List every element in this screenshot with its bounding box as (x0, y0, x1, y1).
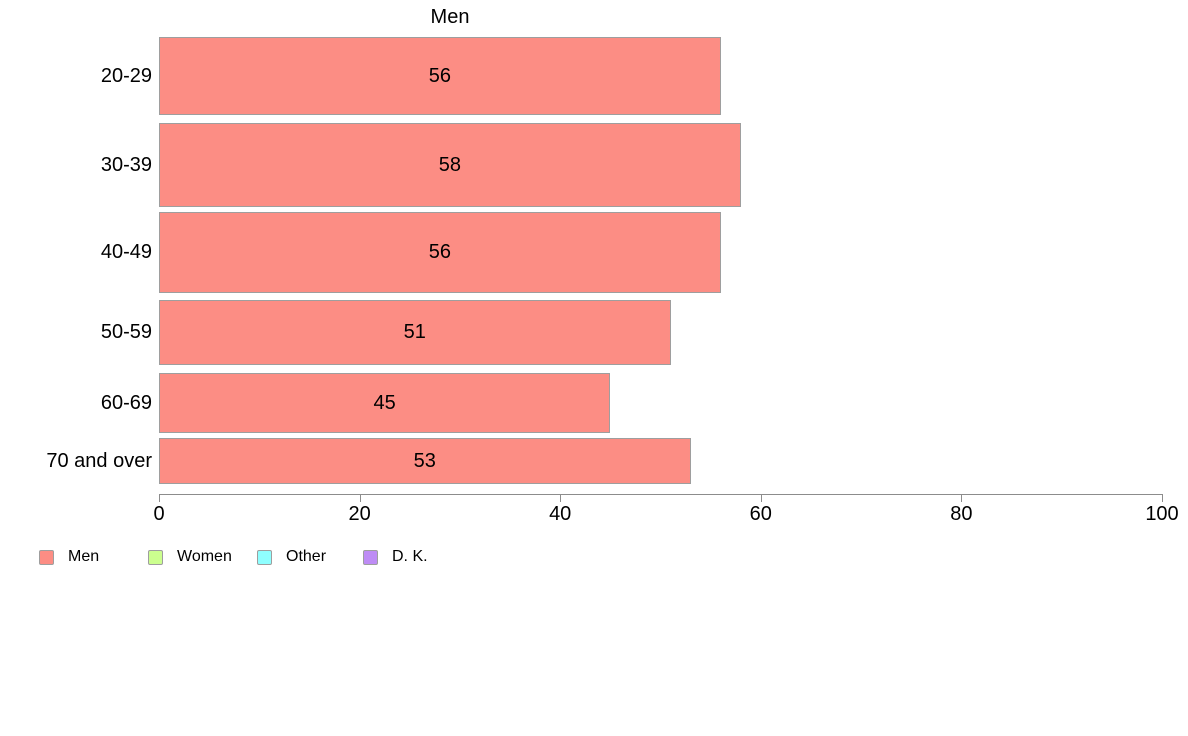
bar: 51 (159, 300, 671, 365)
chart-title: Men (430, 6, 470, 28)
x-axis-tick-label: 100 (1145, 503, 1179, 525)
category-label: 60-69 (100, 391, 152, 414)
legend-label: Women (177, 548, 232, 565)
legend-swatch-icon (148, 549, 163, 565)
category-label: 70 and over (46, 449, 152, 472)
category-label: 20-29 (100, 64, 152, 87)
x-axis-tick-mark (359, 495, 361, 502)
legend-item: D. K. (363, 547, 428, 567)
x-axis-tick-mark (159, 495, 160, 502)
bar: 53 (159, 438, 691, 484)
x-axis-tick-label: 0 (153, 503, 165, 525)
x-axis-tick-mark (961, 495, 963, 502)
bar: 45 (159, 373, 611, 433)
legend-swatch-icon (39, 549, 54, 565)
bar-value-label: 58 (438, 153, 461, 176)
x-axis-tick-mark (560, 495, 562, 502)
legend-label: D. K. (392, 548, 428, 565)
legend-item: Men (39, 547, 99, 567)
category-label: 40-49 (100, 241, 152, 263)
category-label: 30-39 (100, 153, 152, 176)
x-axis-tick-label: 80 (950, 503, 973, 525)
bar: 56 (159, 212, 721, 293)
x-axis-tick-label: 40 (549, 503, 572, 525)
legend-label: Men (68, 548, 100, 565)
bar-value-label: 45 (373, 391, 396, 414)
bar-value-label: 56 (428, 241, 451, 263)
x-axis-tick-mark (1162, 495, 1163, 502)
bar-value-label: 56 (428, 64, 451, 87)
bar: 58 (159, 123, 741, 207)
legend-item: Other (257, 547, 326, 567)
bar-value-label: 51 (403, 321, 426, 343)
x-axis-tick-label: 60 (749, 503, 772, 525)
legend-item: Women (148, 547, 232, 567)
bar: 56 (159, 37, 721, 115)
legend-swatch-icon (363, 549, 378, 565)
legend-label: Other (286, 548, 327, 565)
category-label: 50-59 (100, 321, 152, 343)
x-axis-tick-label: 20 (348, 503, 371, 525)
bar-value-label: 53 (413, 449, 436, 472)
legend-swatch-icon (257, 549, 272, 565)
x-axis-line (159, 494, 1163, 495)
x-axis-tick-mark (760, 495, 762, 502)
